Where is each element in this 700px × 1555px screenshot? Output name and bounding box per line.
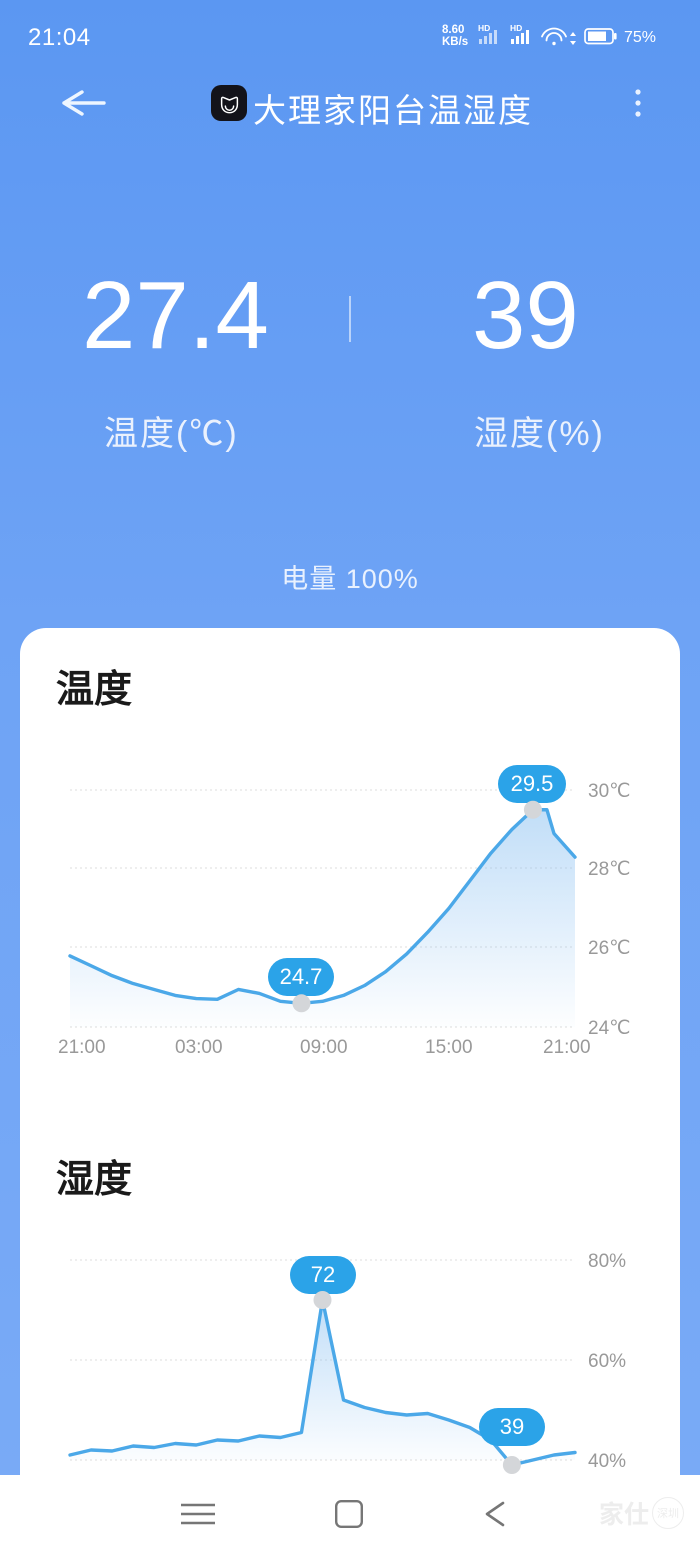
svg-text:40%: 40%: [588, 1451, 626, 1472]
svg-text:09:00: 09:00: [300, 1037, 348, 1058]
svg-text:75%: 75%: [624, 29, 656, 46]
svg-text:24.7: 24.7: [280, 964, 323, 989]
svg-text:21:00: 21:00: [58, 1037, 106, 1058]
svg-text:HD: HD: [510, 23, 522, 33]
svg-text:39: 39: [500, 1414, 524, 1439]
svg-text:KB/s: KB/s: [442, 36, 468, 48]
svg-text:24℃: 24℃: [588, 1018, 630, 1039]
svg-text:8.60: 8.60: [442, 24, 464, 36]
svg-text:30℃: 30℃: [588, 781, 630, 802]
svg-text:60%: 60%: [588, 1351, 626, 1372]
svg-text:80%: 80%: [588, 1251, 626, 1272]
svg-text:26℃: 26℃: [588, 938, 630, 959]
svg-text:03:00: 03:00: [175, 1037, 223, 1058]
svg-text:28℃: 28℃: [588, 859, 630, 880]
svg-text:29.5: 29.5: [511, 771, 554, 796]
svg-text:HD: HD: [478, 23, 490, 33]
svg-text:21:00: 21:00: [543, 1037, 591, 1058]
svg-text:72: 72: [311, 1262, 335, 1287]
svg-text:15:00: 15:00: [425, 1037, 473, 1058]
